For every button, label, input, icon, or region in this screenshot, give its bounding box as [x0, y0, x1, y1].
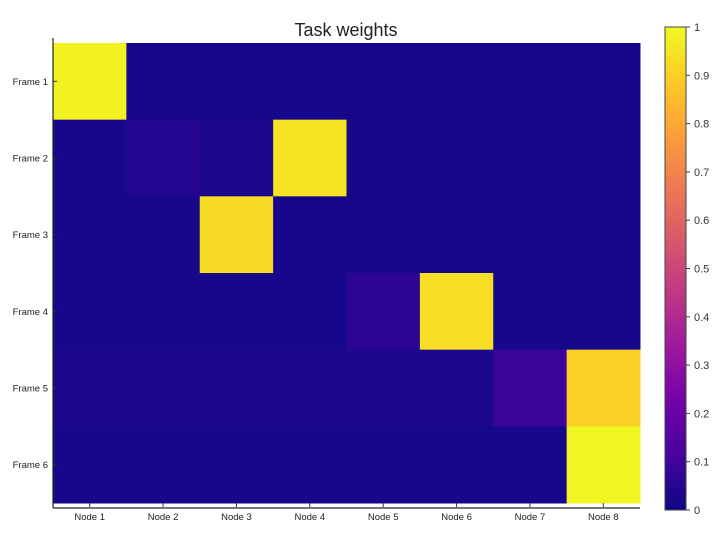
colorbar-tick-label: 0.1: [694, 457, 709, 469]
heatmap-cell: [199, 426, 274, 504]
colorbar-tick-label: 1: [694, 22, 700, 34]
heatmap-cell: [419, 273, 494, 351]
heatmap-cell: [419, 349, 494, 427]
heatmap-cell: [53, 43, 127, 121]
x-axis-ticks: Node 1 Node 2 Node 3 Node 4 Node 5 Node 6 Node…: [74, 503, 619, 523]
heatmap-cell: [419, 196, 494, 274]
heatmap-cell: [346, 196, 421, 274]
heatmap-cell: [346, 426, 421, 504]
heatmap-cell: [126, 273, 201, 351]
heatmap-cell: [199, 119, 274, 197]
heatmap-cell: [53, 119, 127, 197]
colorbar-tick-label: 0.8: [694, 119, 709, 131]
heatmap-cell: [566, 349, 641, 427]
x-tick-label: Node 5: [368, 512, 399, 523]
y-tick-label: Frame 5: [13, 384, 48, 395]
heatmap-cells: [53, 43, 641, 504]
heatmap-cell: [273, 349, 347, 427]
heatmap-cell: [199, 196, 274, 274]
colorbar-tick-label: 0.6: [694, 215, 709, 227]
heatmap-cell: [493, 43, 568, 121]
y-tick-label: Frame 6: [13, 460, 48, 471]
heatmap-cell: [273, 119, 347, 197]
y-tick-label: Frame 4: [13, 307, 48, 318]
heatmap-cell: [199, 273, 274, 351]
colorbar-tick-label: 0.3: [694, 360, 709, 372]
heatmap-cell: [126, 349, 201, 427]
heatmap-cell: [53, 273, 127, 351]
y-axis-ticks: Frame 1 Frame 2 Frame 3 Frame 4 Frame 5 Frame…: [13, 77, 57, 471]
y-tick-label: Frame 1: [13, 77, 48, 88]
heatmap-cell: [273, 426, 347, 504]
x-tick-label: Node 2: [148, 512, 179, 523]
heatmap-cell: [566, 196, 641, 274]
heatmap-cell: [419, 43, 494, 121]
y-tick-label: Frame 2: [13, 154, 48, 165]
heatmap-cell: [273, 43, 347, 121]
chart-title: Task weights: [294, 20, 397, 40]
heatmap-cell: [493, 273, 568, 351]
colorbar-tick-label: 0.2: [694, 408, 709, 420]
heatmap-cell: [346, 119, 421, 197]
heatmap-cell: [126, 119, 201, 197]
heatmap-cell: [493, 426, 568, 504]
heatmap-cell: [126, 43, 201, 121]
heatmap-cell: [419, 119, 494, 197]
x-tick-label: Node 4: [294, 512, 325, 523]
heatmap-cell: [346, 273, 421, 351]
heatmap-cell: [419, 426, 494, 504]
heatmap-cell: [126, 196, 201, 274]
heatmap-cell: [566, 119, 641, 197]
heatmap-cell: [53, 349, 127, 427]
colorbar-tick-label: 0.9: [694, 70, 709, 82]
heatmap-cell: [493, 119, 568, 197]
heatmap-cell: [273, 273, 347, 351]
x-tick-label: Node 7: [515, 512, 546, 523]
x-tick-label: Node 8: [588, 512, 619, 523]
heatmap-cell: [273, 196, 347, 274]
colorbar-tick-label: 0: [694, 505, 700, 517]
colorbar: [664, 26, 687, 511]
heatmap-cell: [566, 273, 641, 351]
heatmap-cell: [199, 43, 274, 121]
x-tick-label: Node 3: [221, 512, 252, 523]
x-tick-label: Node 1: [74, 512, 105, 523]
colorbar-tick-label: 0.5: [694, 264, 709, 276]
heatmap-cell: [53, 426, 127, 504]
heatmap-cell: [199, 349, 274, 427]
heatmap-cell: [493, 196, 568, 274]
x-tick-label: Node 6: [441, 512, 472, 523]
heatmap-cell: [346, 43, 421, 121]
heatmap-cell: [566, 43, 641, 121]
heatmap-cell: [53, 196, 127, 274]
heatmap-cell: [566, 426, 641, 504]
colorbar-ticks: 0 0.1 0.2 0.3 0.4 0.5 0.6 0.7 0.8 0.9 1: [686, 22, 709, 517]
y-tick-label: Frame 3: [13, 230, 48, 241]
heatmap-cell: [126, 426, 201, 504]
colorbar-tick-label: 0.4: [694, 312, 709, 324]
heatmap-cell: [493, 349, 568, 427]
colorbar-tick-label: 0.7: [694, 167, 709, 179]
heatmap-cell: [346, 349, 421, 427]
